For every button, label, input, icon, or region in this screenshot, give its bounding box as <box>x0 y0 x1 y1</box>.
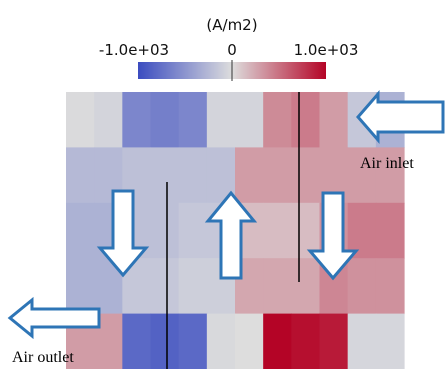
heatmap-cell-r2-c7 <box>263 202 292 259</box>
colorbar: (A/m2) -1.0e+03 0 1.0e+03 <box>99 16 358 81</box>
colorbar-max-label: 1.0e+03 <box>294 41 359 59</box>
heatmap-cell-r1-c8 <box>291 147 321 204</box>
heatmap-cell-r0-c3 <box>150 92 180 148</box>
arrow-down-left <box>96 189 150 278</box>
air-outlet-label: Air outlet <box>12 349 74 366</box>
heatmap-cell-r1-c0 <box>66 147 95 204</box>
heatmap-cell-r0-c2 <box>122 92 152 148</box>
heatmap-cell-r3-c3 <box>150 258 180 315</box>
heatmap-cell-r4-c5 <box>206 313 236 369</box>
heatmap-cell-r3-c10 <box>347 258 377 315</box>
heatmap-cell-r4-c3 <box>150 313 180 369</box>
heatmap-cell-r4-c7 <box>263 313 292 369</box>
heatmap-cell-r0-c4 <box>178 92 208 148</box>
heatmap-cell-r4-c11 <box>375 313 405 369</box>
heatmap-cell-r0-c5 <box>206 92 236 148</box>
heatmap-cell-r3-c4 <box>178 258 208 315</box>
colorbar-unit-label: (A/m2) <box>206 16 257 34</box>
arrow-inlet-left <box>356 89 445 145</box>
heatmap-cell-r2-c10 <box>347 202 377 259</box>
heatmap-cell-r2-c3 <box>150 202 180 259</box>
heatmap-cell-r2-c0 <box>66 202 95 259</box>
heatmap-cell-r2-c8 <box>291 202 321 259</box>
heatmap-cell-r3-c11 <box>375 258 405 315</box>
heatmap-cell-r1-c6 <box>235 147 264 204</box>
heatmap-cell-r0-c9 <box>319 92 349 148</box>
heatmap-cell-r3-c7 <box>263 258 292 315</box>
heatmap-cell-r4-c10 <box>347 313 377 369</box>
heatmap-cell-r0-c1 <box>94 92 123 148</box>
heatmap-cell-r4-c4 <box>178 313 208 369</box>
heatmap-cell-r4-c6 <box>235 313 264 369</box>
heatmap-cell-r4-c2 <box>122 313 152 369</box>
heatmap-cell-r4-c8 <box>291 313 321 369</box>
arrow-down-right <box>306 191 360 281</box>
heatmap-cell-r1-c11 <box>375 147 405 204</box>
heatmap-cell-r4-c9 <box>319 313 349 369</box>
arrow-outlet-left <box>7 296 101 340</box>
heatmap-cell-r1-c4 <box>178 147 208 204</box>
heatmap-cell-r2-c11 <box>375 202 405 259</box>
heatmap-cell-r0-c6 <box>235 92 264 148</box>
heatmap-cell-r0-c0 <box>66 92 95 148</box>
heatmap-cell-r2-c4 <box>178 202 208 259</box>
heatmap-cell-r1-c10 <box>347 147 377 204</box>
heatmap-cell-r0-c8 <box>291 92 321 148</box>
colorbar-mid-label: 0 <box>227 41 237 59</box>
heatmap-cell-r3-c8 <box>291 258 321 315</box>
heatmap-cell-r0-c7 <box>263 92 292 148</box>
air-inlet-label: Air inlet <box>360 155 414 172</box>
colorbar-min-label: -1.0e+03 <box>99 41 169 59</box>
heatmap-cell-r3-c0 <box>66 258 95 315</box>
arrow-up-center <box>204 190 258 280</box>
heatmap-cell-r1-c3 <box>150 147 180 204</box>
heatmap-cell-r1-c7 <box>263 147 292 204</box>
